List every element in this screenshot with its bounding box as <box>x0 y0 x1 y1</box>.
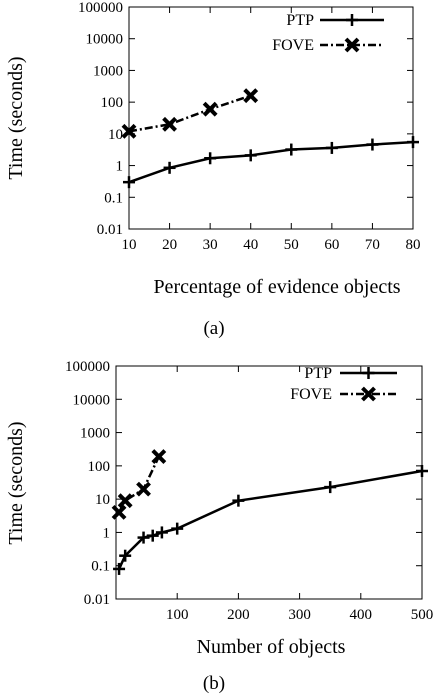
y-tick-label: 100 <box>101 95 124 111</box>
x-axis-label: Number of objects <box>197 636 346 658</box>
y-tick-label: 0.01 <box>97 222 123 238</box>
x-axis-label: Percentage of evidence objects <box>153 276 400 298</box>
legend-fove-label: FOVE <box>290 386 332 403</box>
series-ptp-line <box>128 140 414 184</box>
chart-a: 0.01 0.1 1 10 100 1000 10000 100000 10 20 30 40 50 6… <box>5 0 421 339</box>
series-layer <box>111 449 428 575</box>
series-fove-point-d2 <box>202 101 218 117</box>
series-ptp-line <box>117 469 423 570</box>
legend-fove-marker-d2 <box>344 37 360 53</box>
y-tick-label: 10000 <box>86 32 124 48</box>
series-fove-point-d2 <box>243 88 259 104</box>
y-axis-label: Time (seconds) <box>5 56 27 179</box>
series-fove-line <box>128 94 252 133</box>
y-tick-label: 1000 <box>80 426 110 442</box>
legend: PTP FOVE <box>290 365 397 403</box>
x-tick-label: 80 <box>406 237 421 253</box>
y-tick-label: 100000 <box>65 359 110 375</box>
y-tick-label: 100000 <box>78 0 123 16</box>
y-tick-label: 1 <box>116 159 124 175</box>
series-fove-point-d2 <box>162 116 177 132</box>
x-tick-label: 100 <box>166 607 189 623</box>
x-axis: 100 200 300 400 500 <box>166 366 433 623</box>
x-tick-label: 20 <box>162 237 177 253</box>
legend-ptp-label: PTP <box>304 365 332 382</box>
y-tick-label: 1000 <box>93 63 123 79</box>
x-tick-label: 500 <box>411 607 434 623</box>
legend: PTP FOVE <box>272 12 384 54</box>
legend-ptp-label: PTP <box>286 12 314 29</box>
y-tick-label: 10 <box>95 492 110 508</box>
caption: (a) <box>203 318 224 339</box>
legend-fove-label: FOVE <box>272 37 314 54</box>
x-axis: 10 20 30 40 50 60 70 80 <box>122 7 421 253</box>
y-tick-label: 0.01 <box>84 592 110 608</box>
y-tick-label: 10000 <box>73 392 111 408</box>
y-axis-label: Time (seconds) <box>5 421 27 544</box>
x-tick-label: 70 <box>365 237 380 253</box>
y-tick-label: 1 <box>103 525 111 541</box>
y-tick-label: 0.1 <box>91 559 110 575</box>
series-fove-point-d2 <box>117 493 133 509</box>
series-fove-point-d2 <box>111 504 127 520</box>
series-fove-point-d2 <box>136 481 151 497</box>
x-tick-label: 300 <box>288 607 311 623</box>
x-tick-label: 50 <box>284 237 299 253</box>
series-fove-point-d2 <box>121 123 137 139</box>
x-tick-label: 30 <box>203 237 218 253</box>
caption: (b) <box>203 673 225 694</box>
plot-frame <box>115 365 423 600</box>
y-tick-label: 0.1 <box>104 190 123 206</box>
x-tick-label: 10 <box>122 237 137 253</box>
chart-b: 0.01 0.1 1 10 100 1000 10000 100000 100 200 300 40… <box>5 359 433 694</box>
y-axis: 0.01 0.1 1 10 100 1000 10000 100000 <box>65 359 422 608</box>
legend-fove-marker-d2 <box>361 386 376 402</box>
y-tick-label: 10 <box>108 127 123 143</box>
series-fove-point-d2 <box>151 449 167 464</box>
y-axis: 0.01 0.1 1 10 100 1000 10000 100000 <box>78 0 413 238</box>
plot-frame <box>128 6 414 230</box>
x-tick-label: 40 <box>243 237 258 253</box>
x-tick-label: 60 <box>324 237 339 253</box>
x-tick-label: 400 <box>350 607 373 623</box>
y-tick-label: 100 <box>88 459 111 475</box>
x-tick-label: 200 <box>227 607 250 623</box>
series-layer <box>121 88 419 189</box>
